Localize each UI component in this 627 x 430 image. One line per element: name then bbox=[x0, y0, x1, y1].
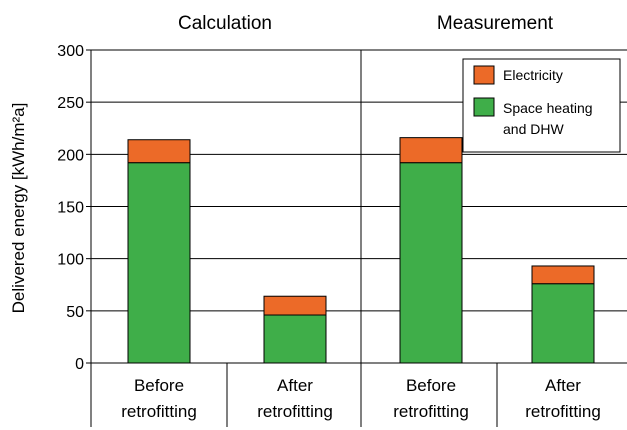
bar-space-heating bbox=[127, 162, 191, 364]
bar-space-heating bbox=[531, 283, 595, 364]
y-tick-label: 300 bbox=[57, 43, 84, 60]
y-tick-label: 250 bbox=[57, 95, 84, 112]
category-label: retrofitting bbox=[393, 402, 469, 421]
bar-electricity bbox=[399, 137, 463, 164]
legend-label-dhw: and DHW bbox=[503, 121, 564, 137]
y-axis-label: Delivered energy [kWh/m²a] bbox=[9, 103, 28, 314]
axes bbox=[90, 50, 627, 427]
category-label: Before bbox=[134, 376, 184, 395]
category-label: retrofitting bbox=[525, 402, 601, 421]
y-tick-label: 50 bbox=[66, 304, 84, 321]
y-tick-labels: 0 50 100 150 200 250 300 bbox=[57, 43, 91, 373]
legend-swatch-electricity bbox=[473, 65, 495, 85]
bar-electricity bbox=[263, 295, 327, 316]
category-label: After bbox=[545, 376, 581, 395]
bar-electricity bbox=[531, 265, 595, 285]
y-tick-label: 150 bbox=[57, 200, 84, 217]
legend: Electricity Space heating and DHW bbox=[462, 58, 621, 153]
y-tick-label: 200 bbox=[57, 147, 84, 164]
bar-electricity bbox=[127, 139, 191, 164]
legend-swatch-space-heating bbox=[473, 97, 495, 117]
category-labels: Before retrofitting After retrofitting Befor… bbox=[121, 376, 601, 421]
category-label: Before bbox=[406, 376, 456, 395]
y-tick-label: 0 bbox=[75, 356, 84, 373]
bar-space-heating bbox=[399, 162, 463, 364]
legend-label-space-heating: Space heating bbox=[503, 100, 593, 116]
category-label: After bbox=[277, 376, 313, 395]
category-label: retrofitting bbox=[257, 402, 333, 421]
panel-title-calculation: Calculation bbox=[178, 13, 272, 34]
bars bbox=[127, 137, 595, 364]
category-label: retrofitting bbox=[121, 402, 197, 421]
panel-title-measurement: Measurement bbox=[437, 13, 554, 34]
bar-space-heating bbox=[263, 314, 327, 364]
legend-label-electricity: Electricity bbox=[503, 67, 563, 83]
y-tick-label: 100 bbox=[57, 252, 84, 269]
